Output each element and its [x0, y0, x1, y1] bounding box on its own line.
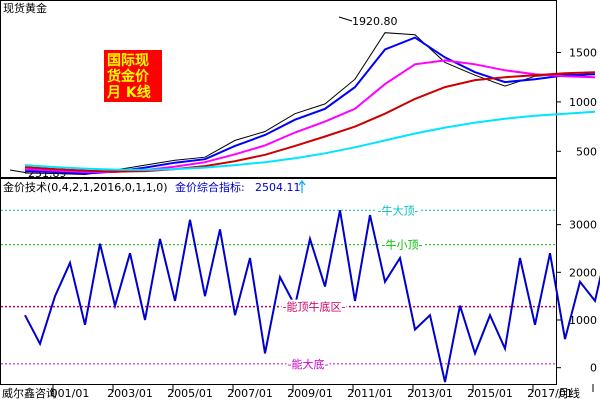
reference-label-bg [380, 237, 424, 251]
bottom-y-tick-label: 2000 [569, 266, 597, 279]
series-indicator [24, 210, 600, 383]
peak-label: 1920.80 [352, 15, 398, 28]
x-tick-label: 2009/01 [287, 387, 333, 400]
series-ma-xlong [24, 110, 596, 171]
bottom-y-axis: 0 1000 2000 3000 [556, 219, 597, 375]
footer-brand: 威尔鑫咨询 [2, 386, 57, 400]
title-box-line-3: 月 K线 [106, 84, 151, 101]
reference-lines-group [1, 209, 556, 365]
top-y-tick-label: 1000 [569, 96, 597, 109]
top-y-tick-label: 1500 [569, 46, 597, 59]
title-box-line-2: 货金价 [106, 68, 150, 85]
x-tick-label: 2003/01 [107, 387, 153, 400]
reference-label-bg [281, 299, 347, 313]
low-pointer [9, 169, 29, 174]
indicator-label: 金价综合指标: [175, 180, 245, 194]
indicator-up-arrow-head [298, 180, 306, 186]
reference-label: -牛大顶- [378, 203, 419, 217]
series-ma-long [24, 71, 596, 173]
peak-pointer [338, 16, 353, 22]
reference-label-bg [376, 203, 420, 217]
bottom-y-tick-label: 1000 [569, 314, 597, 327]
top-y-axis: 500 1000 1500 [556, 46, 597, 158]
top-panel-title: 现货黄金 [3, 1, 47, 15]
x-tick-label: 001/01 [51, 387, 90, 400]
top-y-tick-label: 500 [576, 145, 597, 158]
bottom-y-tick-label: 0 [590, 362, 597, 375]
bottom-series-group [24, 210, 600, 383]
indicator-value: 2504.11 [255, 181, 301, 194]
bottom-panel-title: 金价技术(0,4,2,1,2016,0,1,1,0) [3, 180, 168, 194]
x-tick-label: 2011/01 [347, 387, 393, 400]
footer-period: 月线 [558, 386, 580, 400]
top-series-group [24, 32, 596, 176]
x-axis: 001/01 2003/01 2005/01 2007/01 2009/01 2011/0… [0, 384, 600, 400]
bottom-y-tick-label: 3000 [569, 219, 597, 232]
reference-label: -能大底- [288, 357, 329, 371]
reference-label: -能顶牛底区- [283, 300, 346, 314]
x-tick-label: 2013/01 [407, 387, 453, 400]
x-tick-label: 2005/01 [167, 387, 213, 400]
x-tick-label: 2015/01 [467, 387, 513, 400]
title-box-line-1: 国际现 [107, 53, 149, 69]
x-tick-label: 2017/01 [527, 387, 573, 400]
reference-label: -牛小顶- [382, 238, 423, 252]
reference-label-bg [286, 356, 330, 370]
x-tick-label: 2007/01 [227, 387, 273, 400]
title-box [104, 50, 162, 102]
